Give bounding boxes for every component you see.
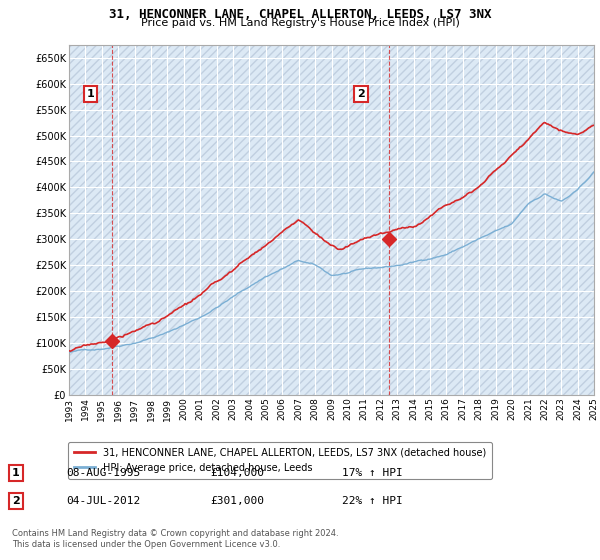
Text: 04-JUL-2012: 04-JUL-2012 [66, 496, 140, 506]
Text: 22% ↑ HPI: 22% ↑ HPI [342, 496, 403, 506]
Text: 31, HENCONNER LANE, CHAPEL ALLERTON, LEEDS, LS7 3NX: 31, HENCONNER LANE, CHAPEL ALLERTON, LEE… [109, 8, 491, 21]
Text: Contains HM Land Registry data © Crown copyright and database right 2024.
This d: Contains HM Land Registry data © Crown c… [12, 529, 338, 549]
Text: £104,000: £104,000 [210, 468, 264, 478]
Text: 1: 1 [86, 89, 94, 99]
Text: Price paid vs. HM Land Registry's House Price Index (HPI): Price paid vs. HM Land Registry's House … [140, 18, 460, 29]
Text: 17% ↑ HPI: 17% ↑ HPI [342, 468, 403, 478]
Text: 08-AUG-1995: 08-AUG-1995 [66, 468, 140, 478]
Text: £301,000: £301,000 [210, 496, 264, 506]
Text: 2: 2 [357, 89, 365, 99]
Legend: 31, HENCONNER LANE, CHAPEL ALLERTON, LEEDS, LS7 3NX (detached house), HPI: Avera: 31, HENCONNER LANE, CHAPEL ALLERTON, LEE… [68, 442, 492, 479]
Text: 2: 2 [12, 496, 20, 506]
Text: 1: 1 [12, 468, 20, 478]
